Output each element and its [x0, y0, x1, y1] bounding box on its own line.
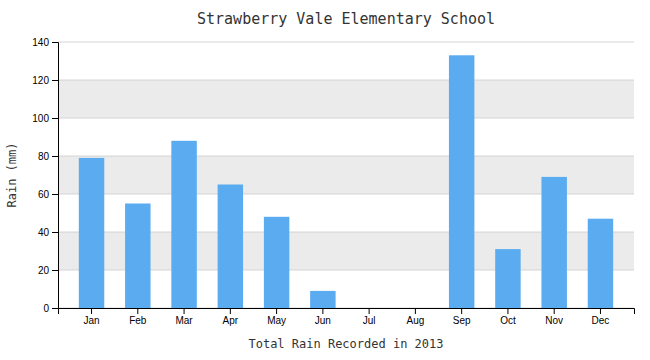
x-axis-title: Total Rain Recorded in 2013 [248, 337, 443, 351]
y-axis: 0 20 40 60 80 100 120 140 [32, 37, 58, 314]
y-tick-mark [52, 80, 58, 81]
y-axis-line [52, 43, 59, 309]
x-tick: Feb [129, 308, 147, 326]
bar [218, 185, 243, 309]
x-tick-label: Dec [592, 315, 610, 326]
x-tick-label: Apr [223, 315, 239, 326]
y-tick: 80 [38, 151, 58, 162]
x-tick: Aug [406, 308, 424, 326]
bar [79, 158, 104, 308]
grid-line [58, 80, 634, 81]
y-axis-title: Rain (mm) [5, 142, 19, 207]
x-tick: May [267, 308, 286, 326]
x-axis-line [59, 309, 635, 315]
y-tick-label: 120 [32, 75, 49, 86]
x-tick: Jun [315, 308, 331, 326]
x-tick-label: Aug [406, 315, 424, 326]
y-tick-label: 140 [32, 37, 49, 48]
y-tick-mark [52, 118, 58, 119]
x-tick-mark [230, 308, 231, 314]
x-tick-label: May [267, 315, 286, 326]
y-tick-label: 40 [38, 227, 50, 238]
x-tick: Jan [83, 308, 99, 326]
x-tick: Apr [223, 308, 239, 326]
y-tick-mark [52, 42, 58, 43]
bands [58, 42, 634, 308]
bar [125, 204, 150, 309]
x-axis: Jan Feb Mar Apr May Jun Jul Aug Sep Oct Nov Dec [59, 308, 635, 326]
x-tick-mark [415, 308, 416, 314]
band [58, 80, 634, 118]
y-tick-mark [52, 194, 58, 195]
x-tick-label: Feb [129, 315, 147, 326]
x-tick-label: Oct [500, 315, 516, 326]
y-tick-mark [52, 232, 58, 233]
title: Strawberry Vale Elementary School [197, 10, 495, 28]
bars [79, 55, 613, 308]
x-tick-mark [369, 308, 370, 314]
x-tick-mark [507, 308, 508, 314]
x-tick-label: Jul [363, 315, 376, 326]
x-tick-mark [554, 308, 555, 314]
y-tick: 140 [32, 37, 58, 48]
grid-line [58, 156, 634, 157]
grid-line [58, 42, 634, 43]
chart: Jan Feb Mar Apr May Jun Jul Aug Sep Oct Nov Dec 0 20 4… [0, 0, 650, 360]
y-tick-mark [52, 308, 58, 309]
x-tick-mark [461, 308, 462, 314]
x-tick-mark [184, 308, 185, 314]
y-tick-label: 20 [38, 265, 50, 276]
x-tick: Jul [363, 308, 376, 326]
y-tick-label: 60 [38, 189, 50, 200]
x-tick-label: Mar [175, 315, 193, 326]
x-tick: Dec [592, 308, 610, 326]
bar [171, 141, 196, 308]
y-tick: 60 [38, 189, 58, 200]
y-tick: 0 [43, 303, 58, 314]
bar [588, 219, 613, 308]
bar [356, 308, 381, 309]
x-tick: Nov [545, 308, 563, 326]
band [58, 42, 634, 80]
y-tick-mark [52, 156, 58, 157]
y-tick-label: 0 [43, 303, 49, 314]
x-tick-label: Jun [315, 315, 331, 326]
x-tick-label: Sep [453, 315, 471, 326]
y-tick: 20 [38, 265, 58, 276]
x-tick-mark [137, 308, 138, 314]
x-tick: Sep [453, 308, 471, 326]
bar [541, 177, 566, 308]
bar [449, 55, 474, 308]
y-tick: 100 [32, 113, 58, 124]
plot: Jan Feb Mar Apr May Jun Jul Aug Sep Oct Nov Dec 0 20 4… [32, 37, 634, 326]
bar [403, 308, 428, 309]
x-tick: Mar [175, 308, 193, 326]
x-tick-mark [600, 308, 601, 314]
bar [310, 291, 335, 308]
x-tick: Oct [500, 308, 516, 326]
y-tick-label: 100 [32, 113, 49, 124]
x-tick-mark [276, 308, 277, 314]
x-tick-mark [322, 308, 323, 314]
x-tick-mark [91, 308, 92, 314]
y-tick-mark [52, 270, 58, 271]
y-tick-label: 80 [38, 151, 50, 162]
x-tick-label: Nov [545, 315, 563, 326]
bar [264, 217, 289, 308]
y-tick: 120 [32, 75, 58, 86]
grid-line [58, 118, 634, 119]
grid [58, 42, 634, 308]
y-tick: 40 [38, 227, 58, 238]
band [58, 118, 634, 156]
x-tick-label: Jan [83, 315, 99, 326]
bar [495, 249, 520, 308]
